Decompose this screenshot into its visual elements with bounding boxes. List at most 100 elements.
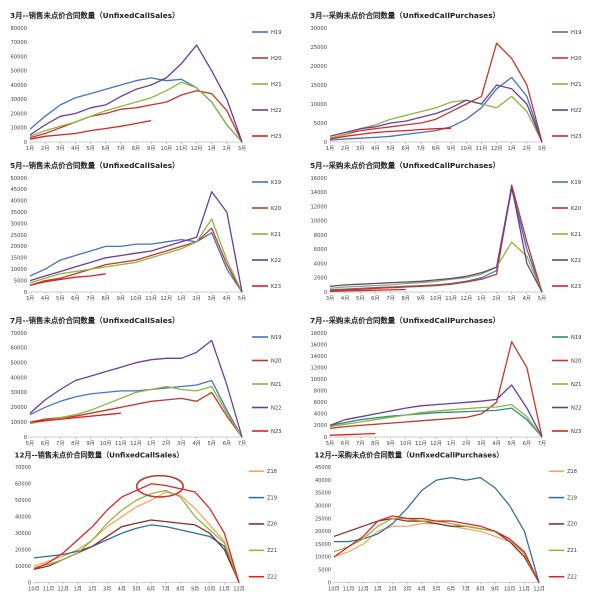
x-tick-label: 5月 <box>538 295 547 302</box>
series-line-z20 <box>333 517 540 583</box>
x-tick-label: 5月 <box>386 145 395 152</box>
series-line-z21 <box>33 489 240 583</box>
y-tick-label: 16000 <box>310 342 327 348</box>
chart-panel: 5月--销售未点价合同数量（UnfixedCallSales） 0 5000 1000… <box>0 158 300 308</box>
y-tick-label: 10000 <box>310 102 327 108</box>
y-tick-label: 45000 <box>10 187 27 193</box>
x-tick-label: 10月 <box>160 145 172 152</box>
legend-label: Z21 <box>567 548 577 554</box>
y-tick-label: 12000 <box>310 204 327 210</box>
x-tick-label: 5月 <box>507 440 516 447</box>
x-tick-label: 10月 <box>28 586 39 592</box>
x-tick-label: 1月 <box>147 440 156 447</box>
series-line-z18 <box>333 523 540 583</box>
legend-label: H23 <box>571 134 582 140</box>
x-tick-label: 8月 <box>132 145 141 152</box>
series-line-z19 <box>33 524 240 583</box>
x-tick-label: 11月 <box>176 145 188 152</box>
y-tick-label: 70000 <box>15 465 31 471</box>
series-line-h22 <box>329 84 543 143</box>
legend-label: Z20 <box>567 522 577 528</box>
y-tick-label: 40000 <box>10 83 27 89</box>
legend-label: N21 <box>271 382 281 388</box>
chart-panel: 7月--销售未点价合同数量（UnfixedCallSales） 0 10000 200… <box>0 308 300 448</box>
y-tick-label: 30000 <box>10 390 27 396</box>
legend-label: N19 <box>271 335 281 341</box>
chart-svg: 5月--销售未点价合同数量（UnfixedCallSales） 0 5000 1000… <box>10 161 281 302</box>
x-tick-label: 5月 <box>432 586 440 592</box>
x-tick-label: 5月 <box>238 295 247 302</box>
y-tick-label: 8000 <box>314 389 327 395</box>
y-tick-label: 0 <box>324 435 327 441</box>
y-tick-label: 5000 <box>14 278 27 284</box>
x-tick-label: 12月 <box>460 295 472 302</box>
x-tick-label: 3月 <box>326 295 335 302</box>
y-tick-label: 50000 <box>10 176 27 182</box>
legend-label: Z20 <box>267 522 277 528</box>
legend-label: N19 <box>571 335 581 341</box>
y-tick-label: 35000 <box>10 210 27 216</box>
x-tick-label: 3月 <box>103 586 111 592</box>
y-tick-label: 10000 <box>310 219 327 225</box>
chart-title: 5月--销售未点价合同数量（UnfixedCallSales） <box>10 161 180 170</box>
y-tick-label: 30000 <box>15 531 31 537</box>
y-tick-label: 30000 <box>10 221 27 227</box>
x-tick-label: 6月 <box>447 586 455 592</box>
legend-label: H23 <box>271 134 282 140</box>
x-tick-label: 9月 <box>447 145 456 152</box>
legend-label: H22 <box>271 108 282 114</box>
legend-label: K23 <box>271 284 281 290</box>
chart-title: 3月--销售未点价合同数量（UnfixedCallSales） <box>10 11 180 20</box>
x-tick-label: 11月 <box>43 586 54 592</box>
chart-svg: 5月--采购未点价合同数量（UnfixedCallPurchases） 0 2000… <box>310 161 581 302</box>
x-tick-label: 11月 <box>445 295 457 302</box>
y-tick-label: 8000 <box>314 233 327 239</box>
chart-title: 7月--销售未点价合同数量（UnfixedCallSales） <box>10 316 180 325</box>
chart-panel: 7月--采购未点价合同数量（UnfixedCallPurchases） 0 2000… <box>300 308 599 448</box>
x-tick-label: 2月 <box>341 145 350 152</box>
series-line-k21 <box>329 241 543 293</box>
series-line-h23 <box>29 119 152 140</box>
chart-panel: 12月--销售未点价合同数量（UnfixedCallSales） 0 10000 20… <box>0 448 300 603</box>
x-tick-label: 12月 <box>130 440 142 447</box>
series-line-k21 <box>29 218 243 293</box>
y-tick-label: 10000 <box>15 564 31 570</box>
x-tick-label: 12月 <box>233 586 244 592</box>
series-line-k19 <box>29 232 243 293</box>
legend-label: N20 <box>571 358 581 364</box>
x-tick-label: 6月 <box>101 145 110 152</box>
legend-label: N22 <box>271 405 281 411</box>
chart-panel: 12月--采购未点价合同数量（UnfixedCallPurchases） 0 500… <box>300 448 599 603</box>
y-tick-label: 0 <box>24 435 27 441</box>
series-line-h23 <box>329 127 452 140</box>
y-tick-label: 25000 <box>10 233 27 239</box>
y-tick-label: 10000 <box>310 377 327 383</box>
x-tick-label: 3月 <box>356 145 365 152</box>
x-tick-label: 10月 <box>328 586 339 592</box>
x-tick-label: 1月 <box>326 145 335 152</box>
series-line-k20 <box>29 227 243 293</box>
series-line-k20 <box>329 184 543 293</box>
series-line-h19 <box>29 77 243 143</box>
x-tick-label: 3月 <box>238 145 247 152</box>
chart-svg: 12月--采购未点价合同数量（UnfixedCallPurchases） 0 500… <box>315 451 577 593</box>
x-tick-label: 10月 <box>400 440 412 447</box>
legend-label: H21 <box>271 82 282 88</box>
x-tick-label: 1月 <box>74 586 82 592</box>
legend-label: H19 <box>271 30 282 36</box>
x-tick-label: 6月 <box>71 295 80 302</box>
x-tick-label: 5月 <box>26 440 35 447</box>
x-tick-label: 12月 <box>191 145 203 152</box>
x-tick-label: 8月 <box>371 440 380 447</box>
x-tick-label: 9月 <box>191 586 199 592</box>
legend-label: Z21 <box>267 548 277 554</box>
y-tick-label: 40000 <box>315 478 331 484</box>
x-tick-label: 6月 <box>523 440 532 447</box>
y-tick-label: 15000 <box>10 256 27 262</box>
y-tick-label: 0 <box>24 140 27 146</box>
x-tick-label: 3月 <box>538 145 547 152</box>
x-tick-label: 8月 <box>401 295 410 302</box>
x-tick-label: 2月 <box>88 586 96 592</box>
x-tick-label: 11月 <box>519 586 530 592</box>
x-tick-label: 3月 <box>207 295 216 302</box>
